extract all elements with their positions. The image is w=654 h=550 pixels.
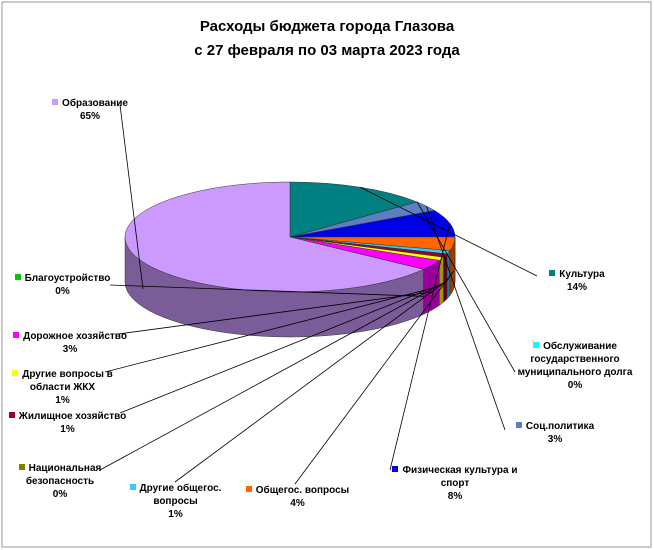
leader-line (389, 223, 451, 471)
value-label: 0% (52, 489, 68, 500)
legend-marker (549, 270, 556, 276)
value-label: 3% (547, 434, 563, 445)
value-label: 14% (566, 282, 587, 293)
value-label: 65% (79, 111, 100, 122)
slice (124, 181, 425, 293)
leader-line (117, 291, 433, 335)
slice-label: Благоустройство 0% (5, 272, 120, 298)
slice-label: Национальная безопасность 0% (10, 462, 110, 501)
category-label: Жилищное хозяйство (18, 411, 127, 422)
leader-line (119, 282, 446, 414)
slice-label: Физическая культура и спорт 8% (385, 464, 525, 503)
slice-label: Обслуживание государственного муниципаль… (505, 340, 645, 392)
value-label: 1% (60, 424, 75, 435)
slice-label: Соц.политика 3% (500, 420, 610, 446)
value-label: 3% (62, 344, 78, 355)
leader-line (360, 186, 538, 277)
value-label: 1% (168, 509, 183, 520)
value-label: 1% (55, 395, 70, 406)
slice-label: Общегос. вопросы 4% (240, 484, 355, 510)
category-label: Соц.политика (525, 421, 595, 432)
value-label: 0% (55, 286, 70, 297)
category-label: Общегос. вопросы (255, 485, 350, 496)
category-label: Другие вопросы в области ЖКХ (22, 369, 113, 393)
chart-subtitle: с 27 февраля по 03 марта 2023 года (194, 42, 460, 59)
slice-label: Жилищное хозяйство 1% (5, 410, 130, 436)
leader-line (416, 201, 516, 373)
slice-label: Культура 14% (537, 268, 617, 294)
category-label: Дорожное хозяйство (23, 331, 127, 342)
legend-marker (129, 484, 136, 490)
category-label: Благоустройство (24, 273, 111, 284)
leader-line (104, 285, 442, 373)
value-label: 8% (447, 491, 463, 502)
value-label: 0% (567, 380, 583, 391)
category-label: Культура (559, 269, 605, 280)
slice-label: Образование 65% (40, 97, 140, 123)
legend-marker (14, 274, 21, 280)
legend-marker (515, 422, 522, 428)
legend-marker (13, 332, 20, 338)
category-label: Образование (62, 98, 128, 109)
category-label: Обслуживание государственного муниципаль… (517, 341, 633, 378)
legend-marker (392, 466, 399, 472)
slice-label: Другие вопросы в области ЖКХ 1% (5, 368, 120, 407)
category-label: Другие общегос. вопросы (139, 483, 222, 507)
category-label: Национальная безопасность (25, 463, 102, 487)
value-label: 4% (290, 498, 305, 509)
legend-marker (245, 486, 252, 492)
slice-label: Другие общегос. вопросы 1% (128, 482, 223, 521)
leader-line (99, 280, 448, 471)
chart-title: Расходы бюджета города Глазова (199, 18, 455, 35)
legend-marker (52, 99, 59, 105)
slice-label: Дорожное хозяйство 3% (5, 330, 135, 356)
leader-line (119, 104, 144, 290)
leader-line (109, 284, 424, 297)
leader-line (174, 279, 449, 483)
leader-line (426, 205, 506, 431)
slice-side (443, 253, 448, 303)
legend-marker (18, 464, 25, 470)
legend-marker (8, 412, 15, 418)
category-label: Физическая культура и спорт (402, 465, 518, 489)
leader-line (294, 270, 455, 485)
legend-marker (12, 370, 19, 376)
legend-marker (533, 342, 540, 348)
